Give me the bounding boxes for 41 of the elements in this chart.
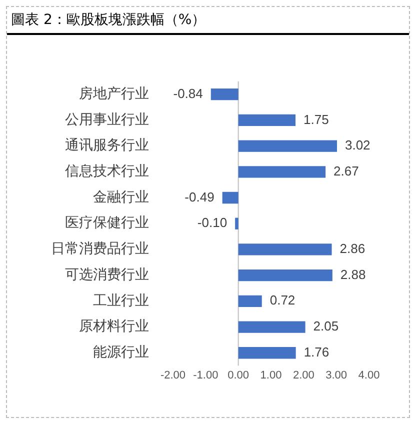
bar	[238, 140, 337, 152]
y-tick-label: 日常消费品行业	[51, 241, 149, 258]
x-tick-label: 1.00	[260, 369, 282, 382]
x-tick-label: -1.00	[193, 369, 218, 382]
bar	[238, 114, 296, 126]
bar	[238, 269, 332, 282]
bar	[238, 295, 262, 307]
chart-title: 圖表 2：歐股板塊漲跌幅（%）	[7, 7, 409, 35]
bar	[235, 218, 238, 230]
data-label: -0.10	[197, 215, 228, 230]
bar	[222, 192, 238, 204]
y-tick-label: 能源行业	[93, 344, 149, 361]
x-tick-label: 2.00	[292, 369, 314, 382]
data-label: -0.84	[173, 86, 203, 101]
bar	[238, 244, 332, 256]
y-tick-label: 医疗保健行业	[65, 215, 149, 232]
x-tick-label: -2.00	[160, 369, 186, 382]
data-label: 2.05	[313, 318, 339, 334]
data-label: 0.72	[270, 292, 296, 308]
data-label: -0.49	[184, 189, 214, 204]
x-tick-label: 0.00	[228, 369, 250, 382]
bar	[238, 321, 306, 333]
bar	[238, 347, 296, 359]
bar	[238, 166, 326, 178]
data-label: 1.76	[304, 344, 330, 360]
data-label: 2.86	[340, 241, 366, 256]
y-tick-label: 可选消费行业	[65, 266, 149, 283]
y-tick-label: 房地产行业	[79, 86, 149, 102]
y-tick-label: 信息技术行业	[65, 164, 149, 180]
data-label: 2.88	[340, 266, 366, 282]
x-tick-label: 3.00	[326, 369, 348, 382]
data-label: 1.75	[304, 112, 329, 127]
y-tick-label: 金融行业	[93, 189, 149, 206]
y-tick-label: 公用事业行业	[65, 112, 149, 128]
bar	[210, 88, 238, 100]
y-tick-label: 工业行业	[93, 292, 149, 309]
y-tick-label: 通讯服务行业	[65, 138, 149, 154]
y-tick-label: 原材料行业	[79, 318, 149, 335]
data-label: 3.02	[344, 138, 370, 153]
x-tick-label: 4.00	[358, 369, 380, 382]
data-label: 2.67	[334, 163, 359, 178]
